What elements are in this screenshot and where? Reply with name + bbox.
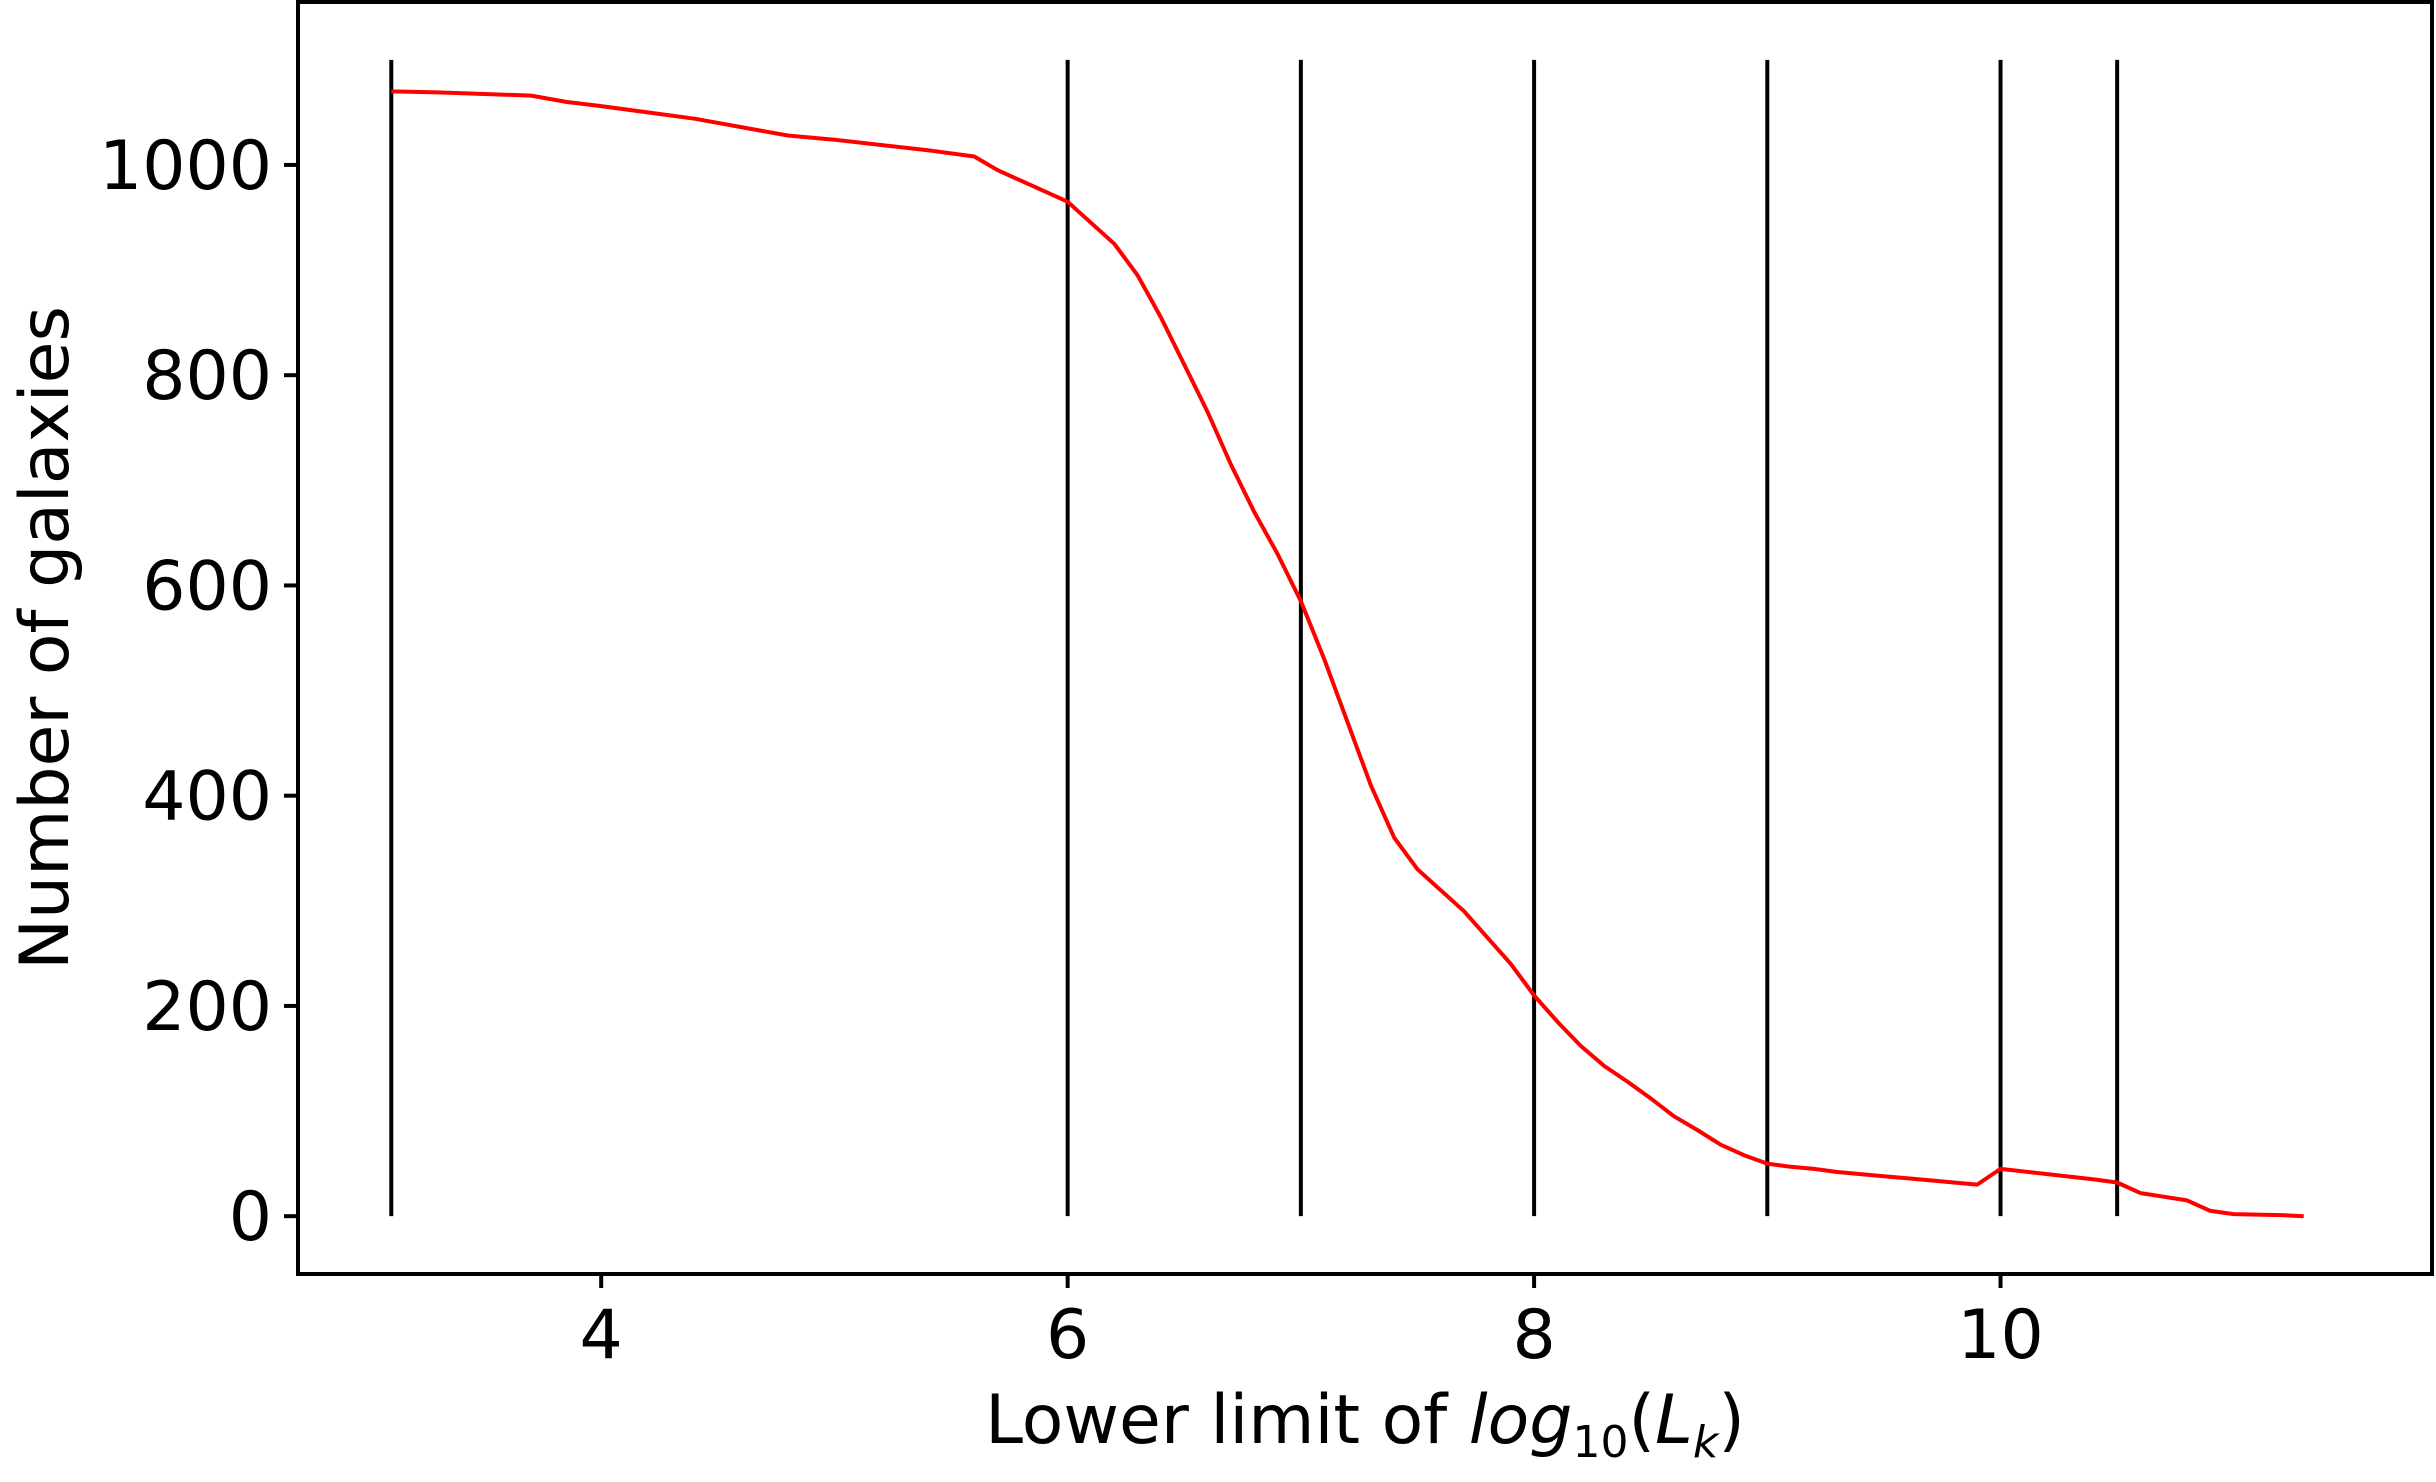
- x-axis-title-base: 10: [1572, 1417, 1628, 1468]
- x-tick-label-2: 8: [1512, 1296, 1555, 1375]
- vertical-lines: [389, 59, 2120, 1217]
- x-axis-title-prefix: Lower limit of: [985, 1381, 1469, 1460]
- x-axis: 4 6 8 10: [580, 1274, 2044, 1375]
- x-axis-title-log: log: [1469, 1381, 1573, 1460]
- y-tick-label-4: 800: [142, 337, 272, 416]
- y-tick-label-1: 200: [142, 968, 272, 1047]
- y-axis-title: Number of galaxies: [6, 306, 85, 970]
- x-axis-title-var: L: [1655, 1381, 1693, 1460]
- y-tick-label-5: 1000: [99, 127, 272, 206]
- x-axis-title-close: ): [1718, 1381, 1745, 1460]
- y-tick-label-2: 400: [142, 758, 272, 837]
- y-axis: 0 200 400 600 800 1000: [99, 127, 298, 1257]
- x-axis-title: Lower limit of log10(Lk): [985, 1381, 1745, 1468]
- y-tick-label-0: 0: [229, 1178, 272, 1257]
- y-tick-label-3: 600: [142, 547, 272, 626]
- series-line: [391, 89, 2304, 1219]
- x-axis-title-open: (: [1628, 1381, 1655, 1460]
- x-tick-label-1: 6: [1046, 1296, 1089, 1375]
- x-tick-label-3: 10: [1957, 1296, 2044, 1375]
- x-axis-title-sub: k: [1693, 1417, 1720, 1468]
- x-tick-label-0: 4: [580, 1296, 623, 1375]
- plot-frame: [296, 0, 2434, 1276]
